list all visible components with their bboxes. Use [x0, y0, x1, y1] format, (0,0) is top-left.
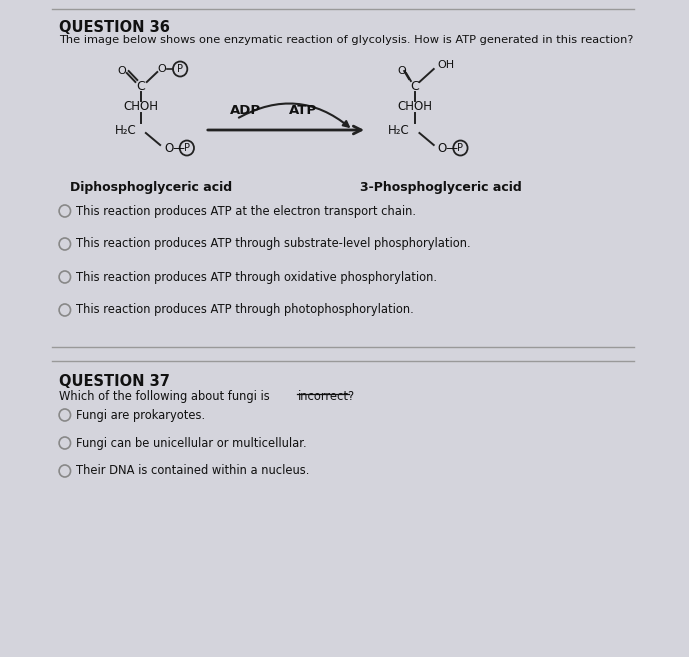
- Text: O: O: [158, 64, 167, 74]
- Text: CHOH: CHOH: [123, 101, 158, 114]
- Text: Their DNA is contained within a nucleus.: Their DNA is contained within a nucleus.: [76, 464, 309, 478]
- Text: C: C: [410, 81, 419, 93]
- Text: This reaction produces ATP through substrate-level phosphorylation.: This reaction produces ATP through subst…: [76, 237, 471, 250]
- Text: O: O: [397, 66, 406, 76]
- Text: P: P: [457, 143, 464, 153]
- Text: ADP: ADP: [230, 104, 262, 117]
- Text: Which of the following about fungi is: Which of the following about fungi is: [59, 390, 274, 403]
- Text: H₂C: H₂C: [388, 124, 410, 137]
- Text: Diphosphoglyceric acid: Diphosphoglyceric acid: [70, 181, 232, 194]
- Text: O—: O—: [164, 141, 185, 154]
- Text: Fungi are prokaryotes.: Fungi are prokaryotes.: [76, 409, 205, 422]
- FancyArrowPatch shape: [239, 104, 349, 127]
- Text: CHOH: CHOH: [397, 101, 432, 114]
- Text: O: O: [118, 66, 126, 76]
- Text: P: P: [184, 143, 190, 153]
- Text: QUESTION 36: QUESTION 36: [59, 20, 170, 35]
- Text: C: C: [136, 81, 145, 93]
- Text: The image below shows one enzymatic reaction of glycolysis. How is ATP generated: The image below shows one enzymatic reac…: [59, 35, 633, 45]
- Text: This reaction produces ATP at the electron transport chain.: This reaction produces ATP at the electr…: [76, 204, 416, 217]
- Text: H₂C: H₂C: [114, 124, 136, 137]
- Text: This reaction produces ATP through photophosphorylation.: This reaction produces ATP through photo…: [76, 304, 414, 317]
- Text: ATP: ATP: [289, 104, 317, 117]
- Text: This reaction produces ATP through oxidative phosphorylation.: This reaction produces ATP through oxida…: [76, 271, 438, 284]
- Text: P: P: [177, 64, 183, 74]
- Text: Fungi can be unicellular or multicellular.: Fungi can be unicellular or multicellula…: [76, 436, 307, 449]
- Text: 3-Phosphoglyceric acid: 3-Phosphoglyceric acid: [360, 181, 522, 194]
- Text: QUESTION 37: QUESTION 37: [59, 374, 170, 389]
- Text: OH: OH: [438, 60, 455, 70]
- Text: O—: O—: [438, 141, 459, 154]
- Text: incorrect?: incorrect?: [298, 390, 355, 403]
